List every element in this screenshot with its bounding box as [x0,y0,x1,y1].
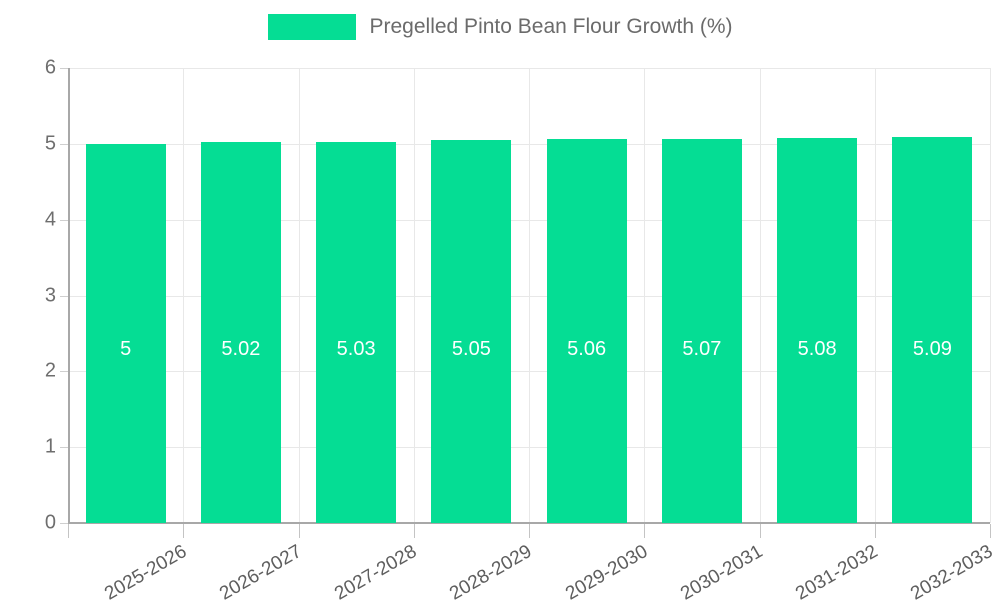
x-axis-line [68,522,990,524]
bar[interactable]: 5.09 [892,137,973,523]
x-tick-mark [760,524,761,538]
y-tick-label: 3 [44,284,56,306]
x-tick-mark [875,524,876,538]
bar[interactable]: 5.03 [316,141,397,523]
x-tick-mark [183,524,184,538]
chart-legend: Pregelled Pinto Bean Flour Growth (%) [0,14,1000,40]
x-tick-label: 2028-2029 [446,541,536,600]
x-tick-label: 2025-2026 [100,541,190,600]
bar[interactable]: 5.07 [661,138,742,523]
x-tick-label: 2027-2028 [331,541,421,600]
y-tick-label: 2 [44,359,56,382]
gridline-vertical [183,68,184,523]
gridline-vertical [760,68,761,523]
y-tick-mark [60,371,68,373]
y-tick-label: 5 [44,132,56,155]
y-tick-mark [60,295,68,297]
y-tick-label: 1 [44,435,56,458]
bar[interactable]: 5.08 [777,137,858,523]
bar-value-label: 5.07 [682,337,722,360]
gridline-vertical [299,68,300,523]
x-tick-label: 2031-2032 [792,541,882,600]
y-tick-mark [60,68,68,69]
x-tick-mark [414,524,415,538]
y-tick-mark [60,143,68,145]
x-tick-mark [299,524,300,538]
bar-value-label: 5 [120,337,132,360]
y-tick-mark [60,219,68,221]
y-axis-line [68,68,70,524]
y-tick-label: 4 [44,208,56,231]
y-tick-label: 6 [44,56,56,79]
bar-value-label: 5.02 [221,337,261,360]
y-tick-mark [60,523,68,524]
gridline-vertical [644,68,645,523]
plot-area [68,68,991,524]
y-tick-label: 0 [44,511,56,534]
legend-label: Pregelled Pinto Bean Flour Growth (%) [369,15,733,38]
x-tick-label: 2032-2033 [907,541,997,600]
gridline-vertical [414,68,415,523]
bar-value-label: 5.08 [797,337,837,360]
bar[interactable]: 5.02 [200,142,281,523]
gridline-vertical [990,68,991,523]
bar-value-label: 5.03 [336,337,376,360]
bar[interactable]: 5.06 [546,139,627,523]
x-tick-mark [990,524,991,538]
x-tick-mark [644,524,645,538]
x-tick-label: 2026-2027 [216,541,306,600]
bar[interactable]: 5.05 [431,140,512,523]
x-tick-label: 2029-2030 [561,541,651,600]
x-tick-label: 2030-2031 [677,541,767,600]
x-tick-mark [68,524,69,538]
bar-value-label: 5.05 [451,337,491,360]
gridline-vertical [875,68,876,523]
x-tick-mark [529,524,530,538]
bar-value-label: 5.06 [567,337,607,360]
gridline-vertical [529,68,530,523]
bar-value-label: 5.09 [912,337,952,360]
legend-color-swatch [267,14,356,40]
y-tick-mark [60,447,68,449]
bar[interactable]: 5 [85,143,166,523]
